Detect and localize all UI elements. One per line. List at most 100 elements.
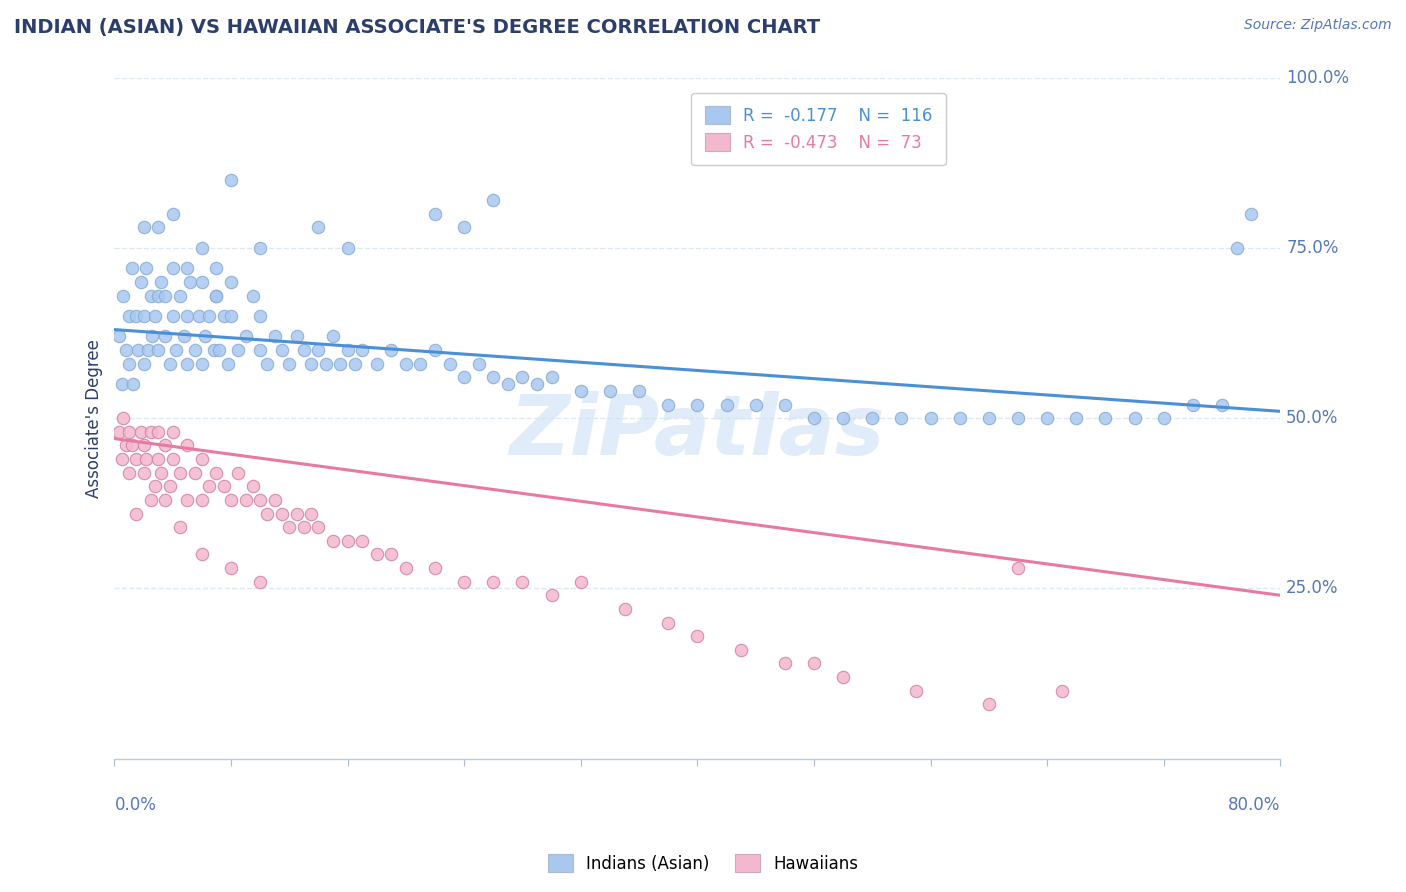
- Point: [202, 343, 225, 357]
- Point: [540, 588, 562, 602]
- Point: [219, 561, 242, 575]
- Point: [263, 329, 285, 343]
- Legend: Indians (Asian), Hawaiians: Indians (Asian), Hawaiians: [541, 847, 865, 880]
- Point: [905, 683, 928, 698]
- Point: [482, 370, 505, 384]
- Point: [132, 309, 155, 323]
- Point: [453, 220, 475, 235]
- Point: [657, 615, 679, 630]
- Point: [336, 533, 359, 548]
- Point: [112, 411, 135, 425]
- Point: [176, 261, 198, 276]
- Text: 50.0%: 50.0%: [1286, 409, 1339, 427]
- Point: [453, 370, 475, 384]
- Point: [409, 357, 432, 371]
- Point: [208, 343, 231, 357]
- Point: [322, 533, 344, 548]
- Point: [977, 411, 1000, 425]
- Point: [249, 492, 271, 507]
- Point: [125, 452, 148, 467]
- Point: [176, 357, 198, 371]
- Point: [162, 452, 184, 467]
- Point: [191, 492, 214, 507]
- Point: [155, 492, 177, 507]
- Point: [219, 309, 242, 323]
- Point: [217, 357, 239, 371]
- Point: [183, 466, 205, 480]
- Point: [526, 377, 548, 392]
- Point: [169, 520, 191, 534]
- Point: [540, 370, 562, 384]
- Point: [1007, 561, 1029, 575]
- Point: [129, 425, 152, 439]
- Point: [205, 288, 228, 302]
- Point: [183, 343, 205, 357]
- Point: [111, 452, 134, 467]
- Point: [139, 492, 162, 507]
- Point: [278, 357, 301, 371]
- Point: [249, 343, 271, 357]
- Point: [191, 357, 214, 371]
- Point: [920, 411, 942, 425]
- Point: [329, 357, 352, 371]
- Point: [191, 452, 214, 467]
- Point: [132, 357, 155, 371]
- Point: [135, 261, 157, 276]
- Point: [395, 357, 418, 371]
- Text: INDIAN (ASIAN) VS HAWAIIAN ASSOCIATE'S DEGREE CORRELATION CHART: INDIAN (ASIAN) VS HAWAIIAN ASSOCIATE'S D…: [14, 18, 820, 37]
- Point: [1066, 411, 1088, 425]
- Point: [155, 288, 177, 302]
- Point: [162, 261, 184, 276]
- Point: [366, 357, 388, 371]
- Point: [271, 507, 294, 521]
- Point: [205, 288, 228, 302]
- Point: [285, 507, 308, 521]
- Point: [299, 507, 322, 521]
- Point: [141, 329, 163, 343]
- Point: [122, 377, 145, 392]
- Point: [263, 492, 285, 507]
- Point: [285, 329, 308, 343]
- Point: [1007, 411, 1029, 425]
- Point: [315, 357, 337, 371]
- Point: [191, 241, 214, 255]
- Point: [162, 207, 184, 221]
- Text: 25.0%: 25.0%: [1286, 580, 1339, 598]
- Point: [890, 411, 912, 425]
- Point: [1123, 411, 1146, 425]
- Point: [235, 329, 257, 343]
- Point: [162, 309, 184, 323]
- Point: [423, 561, 446, 575]
- Point: [307, 343, 329, 357]
- Point: [336, 241, 359, 255]
- Point: [187, 309, 209, 323]
- Point: [205, 261, 228, 276]
- Point: [512, 574, 534, 589]
- Point: [219, 275, 242, 289]
- Point: [599, 384, 621, 398]
- Point: [860, 411, 883, 425]
- Point: [125, 507, 148, 521]
- Point: [336, 343, 359, 357]
- Point: [569, 574, 592, 589]
- Point: [115, 343, 138, 357]
- Point: [226, 343, 249, 357]
- Point: [118, 357, 141, 371]
- Point: [135, 452, 157, 467]
- Point: [162, 425, 184, 439]
- Point: [343, 357, 366, 371]
- Point: [111, 377, 134, 392]
- Point: [146, 288, 169, 302]
- Point: [112, 288, 135, 302]
- Point: [125, 309, 148, 323]
- Point: [628, 384, 651, 398]
- Point: [127, 343, 149, 357]
- Point: [569, 384, 592, 398]
- Point: [205, 466, 228, 480]
- Point: [219, 492, 242, 507]
- Point: [176, 492, 198, 507]
- Point: [512, 370, 534, 384]
- Text: 100.0%: 100.0%: [1286, 69, 1350, 87]
- Point: [1226, 241, 1249, 255]
- Point: [380, 548, 402, 562]
